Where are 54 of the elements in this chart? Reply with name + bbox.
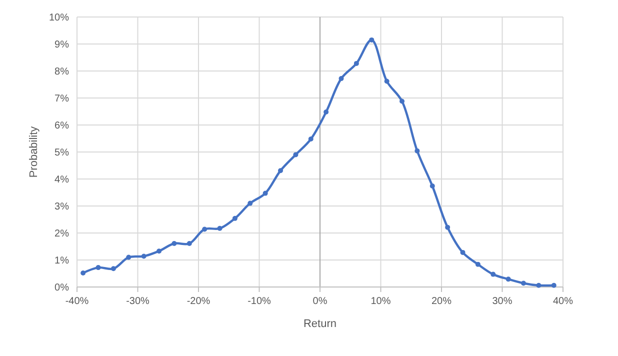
point: [460, 250, 466, 255]
y-tick-label: 0%: [54, 282, 70, 294]
x-tick-label: -40%: [65, 296, 89, 307]
point: [414, 148, 420, 154]
point: [354, 60, 359, 66]
point: [475, 262, 480, 267]
x-tick-label: 30%: [492, 296, 512, 307]
x-tick-label: 40%: [552, 296, 574, 307]
y-tick-label: 2%: [54, 228, 70, 240]
point: [369, 37, 374, 42]
point: [338, 76, 344, 82]
x-tick-label: -20%: [186, 296, 210, 307]
point: [156, 248, 162, 254]
point: [400, 98, 405, 104]
y-tick-label: 6%: [54, 120, 70, 132]
point: [172, 241, 177, 246]
x-tick-label: 20%: [431, 296, 452, 307]
point: [551, 282, 556, 288]
x-tick-label: 10%: [370, 296, 391, 307]
point: [445, 224, 450, 230]
point: [248, 200, 253, 206]
point: [186, 241, 192, 246]
point: [521, 280, 526, 286]
point: [384, 78, 390, 84]
point: [490, 272, 496, 277]
point: [308, 136, 314, 142]
x-tick-label: -10%: [248, 296, 272, 307]
y-tick-label: 9%: [54, 40, 70, 50]
point: [126, 254, 132, 260]
y-tick-label: 8%: [54, 66, 70, 78]
point: [506, 276, 511, 282]
y-tick-label: 1%: [54, 256, 70, 266]
point: [293, 152, 298, 158]
point: [232, 216, 238, 221]
point: [217, 226, 222, 231]
y-tick-label: 10%: [48, 12, 70, 24]
y-axis-title: Probability: [28, 126, 40, 178]
point: [430, 184, 435, 189]
x-tick-label: 0%: [312, 296, 328, 307]
x-axis-title: Return: [303, 318, 337, 330]
x-tick-label: -30%: [126, 296, 150, 307]
point: [262, 190, 268, 196]
point: [278, 168, 284, 174]
y-tick-label: 3%: [54, 202, 70, 212]
point: [536, 282, 542, 288]
y-tick-label: 7%: [54, 94, 70, 104]
y-tick-label: 5%: [54, 148, 70, 158]
y-tick-label: 4%: [54, 174, 70, 186]
point: [141, 254, 146, 259]
point: [324, 110, 329, 115]
point: [110, 266, 116, 272]
point: [202, 226, 208, 232]
point: [80, 270, 86, 276]
point: [96, 265, 101, 270]
